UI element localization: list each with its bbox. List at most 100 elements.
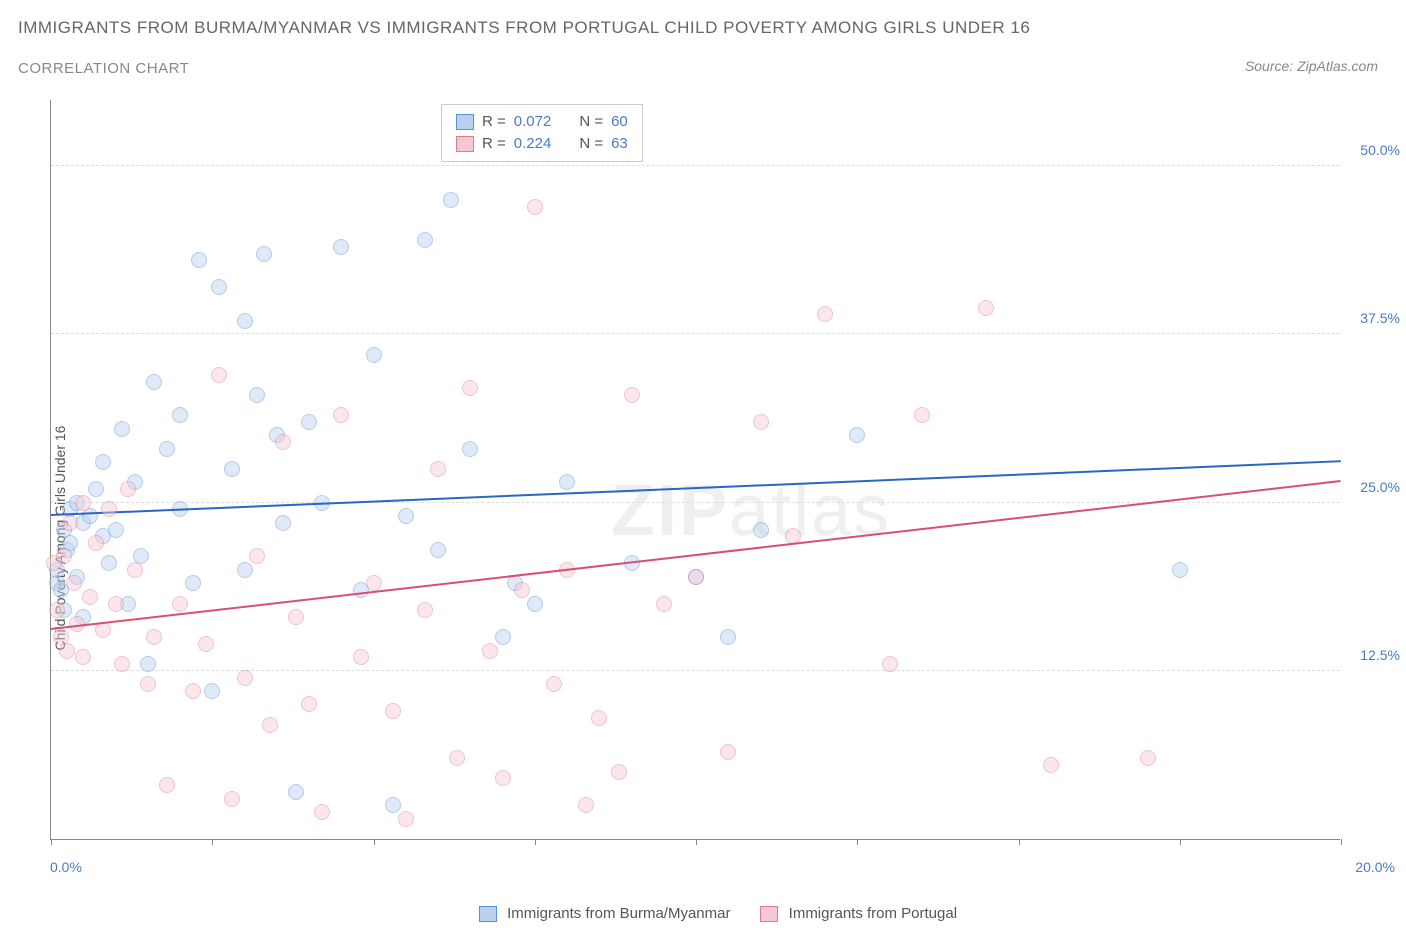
x-tick [1341,839,1342,845]
x-tick [212,839,213,845]
data-point [1140,750,1156,766]
data-point [849,427,865,443]
data-point [482,643,498,659]
data-point [495,629,511,645]
data-point [462,441,478,457]
data-point [101,555,117,571]
x-tick [374,839,375,845]
data-point [366,575,382,591]
legend-r-label: R = [482,111,506,133]
data-point [120,481,136,497]
data-point [1043,757,1059,773]
data-point [114,421,130,437]
data-point [256,246,272,262]
data-point [301,696,317,712]
data-point [114,656,130,672]
data-point [720,629,736,645]
y-tick-label: 12.5% [1360,647,1400,663]
gridline [51,165,1340,166]
data-point [527,199,543,215]
data-point [514,582,530,598]
data-point [172,407,188,423]
y-tick-label: 37.5% [1360,310,1400,326]
data-point [449,750,465,766]
scatter-plot: ZIPatlas R =0.072N =60R =0.224N =63 12.5… [50,100,1340,840]
y-tick-label: 50.0% [1360,142,1400,158]
data-point [249,387,265,403]
legend-swatch [456,136,474,152]
data-point [559,474,575,490]
legend-stats-box: R = 0.072 N = 60 R = 0.224 N = 63 [441,104,643,162]
legend-stats-row: R = 0.072 N = 60 [456,111,628,133]
data-point [301,414,317,430]
legend-n-label: N = [579,111,603,133]
data-point [159,441,175,457]
data-point [237,313,253,329]
data-point [546,676,562,692]
data-point [140,676,156,692]
legend-n-value: 60 [611,111,628,133]
data-point [882,656,898,672]
data-point [204,683,220,699]
data-point [56,548,72,564]
data-point [398,508,414,524]
trend-line [51,460,1341,516]
legend-r-value: 0.224 [514,133,552,155]
data-point [88,535,104,551]
data-point [88,481,104,497]
bottom-legend: Immigrants from Burma/Myanmar Immigrants… [0,905,1406,922]
data-point [333,239,349,255]
legend-swatch [760,906,778,922]
data-point [185,683,201,699]
legend-r-value: 0.072 [514,111,552,133]
legend-n-value: 63 [611,133,628,155]
data-point [59,643,75,659]
data-point [101,501,117,517]
data-point [656,596,672,612]
data-point [82,589,98,605]
data-point [127,562,143,578]
data-point [385,797,401,813]
legend-r-label: R = [482,133,506,155]
data-point [720,744,736,760]
data-point [1172,562,1188,578]
data-point [288,784,304,800]
data-point [224,461,240,477]
data-point [262,717,278,733]
data-point [191,252,207,268]
data-point [211,367,227,383]
legend-swatch [456,114,474,130]
data-point [462,380,478,396]
data-point [591,710,607,726]
data-point [108,522,124,538]
data-point [385,703,401,719]
data-point [417,602,433,618]
legend-series-label: Immigrants from Portugal [784,905,957,922]
data-point [237,562,253,578]
x-tick [51,839,52,845]
x-min-label: 0.0% [50,859,82,875]
data-point [578,797,594,813]
chart-area: Child Poverty Among Girls Under 16 ZIPat… [50,100,1340,840]
data-point [430,461,446,477]
legend-n-label: N = [579,133,603,155]
data-point [430,542,446,558]
x-tick [1180,839,1181,845]
legend-stats-row: R = 0.224 N = 63 [456,133,628,155]
data-point [275,515,291,531]
data-point [159,777,175,793]
data-point [527,596,543,612]
data-point [624,387,640,403]
data-point [66,575,82,591]
data-point [275,434,291,450]
data-point [146,629,162,645]
data-point [95,454,111,470]
data-point [224,791,240,807]
data-point [140,656,156,672]
legend-swatch [479,906,497,922]
x-tick [857,839,858,845]
data-point [611,764,627,780]
data-point [185,575,201,591]
data-point [172,596,188,612]
x-tick [696,839,697,845]
